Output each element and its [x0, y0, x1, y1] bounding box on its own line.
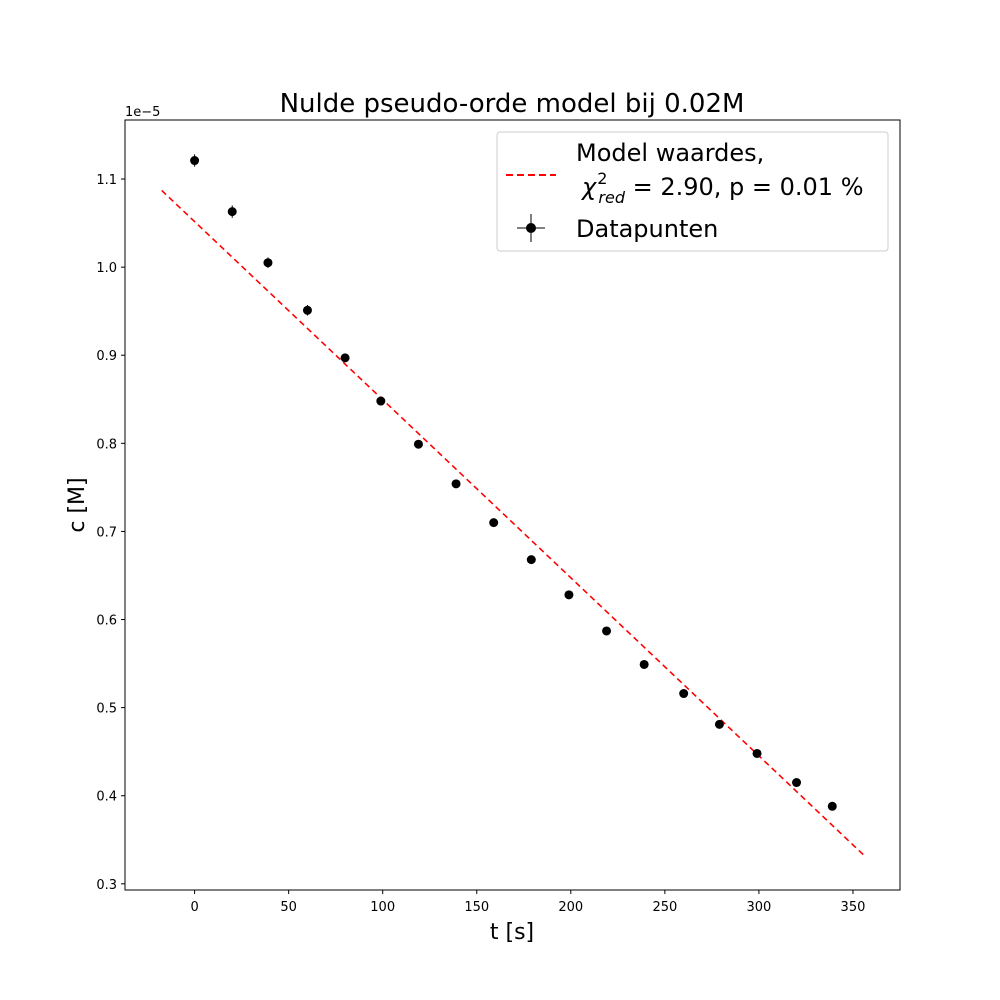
legend-data-marker	[526, 223, 536, 233]
chart-title: Nulde pseudo-orde model bij 0.02M	[280, 89, 745, 119]
data-point-marker	[564, 590, 574, 600]
x-tick-label: 300	[747, 900, 772, 915]
data-point	[752, 748, 762, 758]
legend: Model waardes, χ2 red = 2.90, p = 0.01 % …	[496, 131, 889, 252]
data-point-marker	[792, 778, 802, 788]
data-point	[489, 518, 499, 528]
data-point-marker	[714, 719, 724, 729]
data-point	[376, 396, 386, 406]
y-tick-label: 0.7	[96, 525, 117, 540]
legend-frame	[496, 131, 889, 252]
data-point	[302, 305, 312, 316]
y-tick-label: 1.1	[96, 173, 117, 188]
data-point-marker	[489, 518, 499, 528]
x-tick-label: 150	[464, 900, 489, 915]
y-tick-label: 0.5	[96, 702, 117, 717]
data-point-marker	[413, 439, 423, 449]
data-point-marker	[752, 748, 762, 758]
y-tick-label: 0.9	[96, 349, 117, 364]
data-point	[714, 719, 724, 729]
data-point	[413, 439, 423, 449]
data-point-marker	[639, 659, 649, 669]
data-point-marker	[602, 626, 612, 636]
data-point	[190, 154, 200, 167]
legend-chi-symbol: χ	[580, 173, 597, 201]
data-point-marker	[263, 258, 273, 268]
data-point	[602, 626, 612, 636]
y-axis-ticks: 0.3 0.4 0.5 0.6 0.7 0.8 0.9 1.0 1.1	[96, 173, 125, 893]
data-point-marker	[340, 353, 350, 363]
data-point	[526, 555, 536, 565]
x-tick-label: 200	[558, 900, 583, 915]
legend-chi-value: = 2.90, p = 0.01 %	[625, 173, 864, 201]
data-point-marker	[227, 207, 237, 217]
data-point	[792, 778, 802, 788]
y-tick-label: 0.3	[96, 878, 117, 893]
x-tick-label: 50	[280, 900, 297, 915]
y-tick-label: 0.8	[96, 437, 117, 452]
model-line	[161, 189, 866, 858]
y-tick-label: 0.4	[96, 790, 117, 805]
x-tick-label: 250	[652, 900, 677, 915]
x-axis-ticks: 0 50 100 150 200 250 300 350	[190, 890, 865, 915]
data-point	[827, 801, 837, 811]
data-point	[679, 689, 689, 699]
data-point-marker	[376, 396, 386, 406]
data-point	[451, 479, 461, 489]
x-axis-label: t [s]	[490, 920, 534, 945]
data-point-marker	[827, 801, 837, 811]
plot-area-frame	[124, 119, 901, 891]
y-tick-label: 1.0	[96, 261, 117, 276]
legend-model-label-line1: Model waardes,	[576, 139, 764, 167]
x-tick-label: 100	[370, 900, 395, 915]
legend-chi-subscript: red	[598, 188, 625, 207]
data-point	[263, 257, 273, 269]
data-point	[564, 590, 574, 600]
data-point-marker	[302, 305, 312, 315]
legend-model-label-line2: χ2 red = 2.90, p = 0.01 %	[580, 169, 864, 207]
data-point	[639, 659, 649, 669]
data-point	[340, 353, 350, 363]
data-point-marker	[526, 555, 536, 565]
data-series	[190, 154, 837, 811]
data-point	[227, 205, 237, 218]
legend-chi-superscript: 2	[597, 169, 607, 188]
model-series	[161, 189, 866, 858]
y-tick-label: 0.6	[96, 614, 117, 629]
data-point-marker	[679, 689, 689, 699]
y-axis-label: c [M]	[65, 477, 90, 532]
data-point-marker	[451, 479, 461, 489]
x-tick-label: 0	[190, 900, 198, 915]
x-tick-label: 350	[841, 900, 866, 915]
y-offset-text: 1e−5	[125, 105, 160, 120]
data-point-marker	[190, 156, 200, 166]
legend-data-label: Datapunten	[576, 215, 718, 243]
